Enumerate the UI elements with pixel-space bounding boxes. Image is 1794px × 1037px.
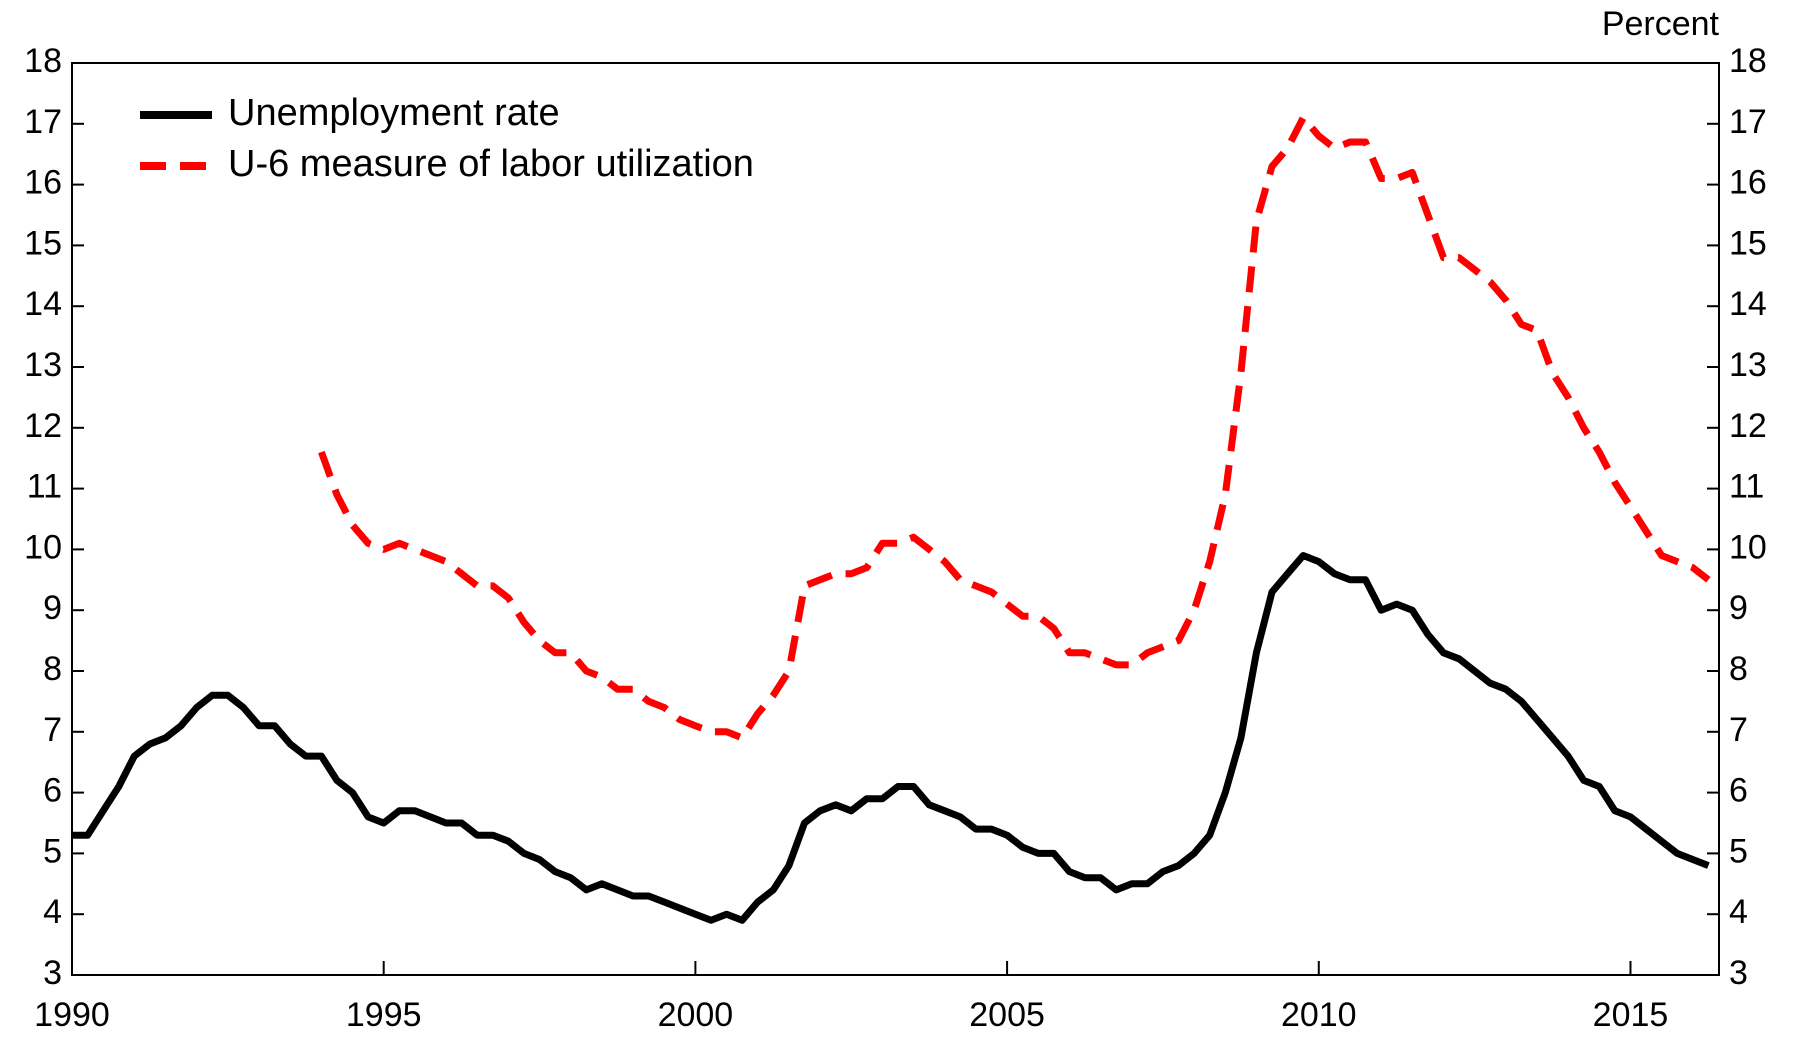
axis-label: Percent (1602, 5, 1720, 43)
y-tick-label: 14 (24, 285, 62, 323)
x-tick-label: 1990 (34, 996, 110, 1034)
x-tick-label: 1995 (346, 996, 422, 1034)
y-tick-label: 18 (24, 42, 62, 80)
y-tick-label: 4 (43, 893, 62, 931)
series-line (318, 114, 1711, 742)
series-line (72, 552, 1710, 924)
y2-tick-label: 11 (1729, 468, 1764, 506)
y-tick-label: 13 (24, 346, 62, 384)
y2-tick-label: 7 (1729, 711, 1748, 749)
y-tick-label: 10 (24, 528, 62, 566)
y-tick-label: 5 (43, 832, 62, 870)
y2-tick-label: 10 (1729, 528, 1767, 566)
y-tick-label: 12 (24, 407, 62, 445)
y-tick-label: 3 (43, 954, 62, 992)
y-tick-label: 16 (24, 164, 62, 202)
y2-tick-label: 6 (1729, 772, 1748, 810)
y-tick-label: 11 (27, 468, 62, 506)
y2-tick-label: 8 (1729, 650, 1748, 688)
plot-frame (71, 62, 1720, 976)
y-tick-label: 9 (43, 589, 62, 627)
y2-tick-label: 3 (1729, 954, 1748, 992)
y2-tick-label: 17 (1729, 103, 1767, 141)
y-tick-label: 15 (24, 224, 62, 262)
y2-tick-label: 15 (1729, 224, 1767, 262)
y-tick-label: 8 (43, 650, 62, 688)
y-tick-label: 6 (43, 772, 62, 810)
legend-label: U-6 measure of labor utilization (228, 143, 754, 185)
y2-tick-label: 12 (1729, 407, 1767, 445)
y-tick-label: 7 (43, 711, 62, 749)
y2-tick-label: 14 (1729, 285, 1767, 323)
y2-tick-label: 13 (1729, 346, 1767, 384)
x-tick-label: 2015 (1593, 996, 1669, 1034)
x-tick-label: 2010 (1281, 996, 1357, 1034)
x-tick-label: 2005 (969, 996, 1045, 1034)
x-tick-label: 2000 (658, 996, 734, 1034)
y2-tick-label: 18 (1729, 42, 1767, 80)
legend-label: Unemployment rate (228, 92, 560, 134)
y2-tick-label: 5 (1729, 832, 1748, 870)
y2-tick-label: 16 (1729, 164, 1767, 202)
y2-tick-label: 4 (1729, 893, 1748, 931)
y2-tick-label: 9 (1729, 589, 1748, 627)
y-tick-label: 17 (24, 103, 62, 141)
